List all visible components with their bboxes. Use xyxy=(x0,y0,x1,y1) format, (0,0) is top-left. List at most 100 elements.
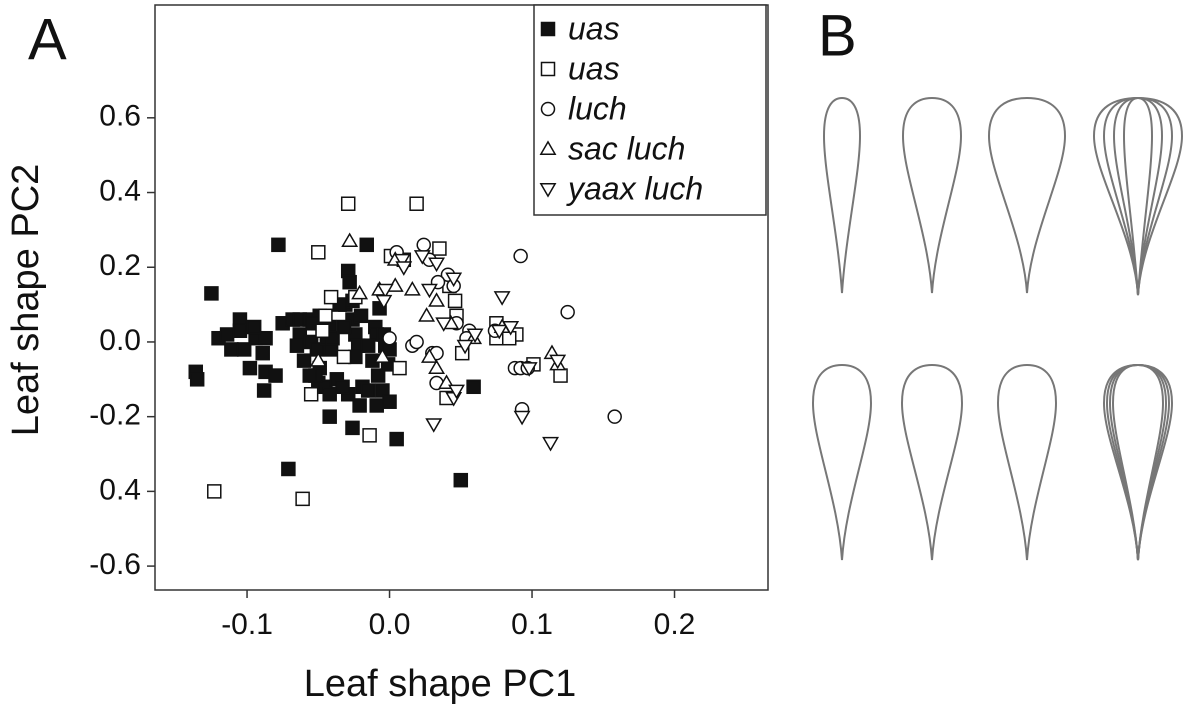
point xyxy=(370,368,386,383)
legend-marker xyxy=(540,101,556,117)
point xyxy=(513,248,528,264)
point xyxy=(445,272,463,288)
point xyxy=(435,317,453,332)
point xyxy=(336,349,352,365)
legend-marker xyxy=(540,61,556,77)
point xyxy=(315,323,330,338)
point xyxy=(322,409,337,424)
point xyxy=(271,237,286,253)
point xyxy=(418,307,436,322)
point xyxy=(336,319,352,335)
point xyxy=(553,368,568,383)
y-tick-label: 0.2 xyxy=(99,249,141,282)
point xyxy=(204,286,219,301)
point xyxy=(375,294,393,310)
point xyxy=(302,368,317,383)
leaf-overlay xyxy=(1092,96,1184,296)
leaf-outline xyxy=(987,96,1067,294)
point xyxy=(403,281,421,296)
legend-marker xyxy=(539,183,557,198)
point xyxy=(502,321,520,336)
point xyxy=(323,289,339,305)
x-tick-label: 0.1 xyxy=(511,608,553,641)
point xyxy=(242,360,258,376)
point xyxy=(420,283,438,299)
point xyxy=(369,398,384,413)
point xyxy=(255,345,270,361)
legend-marker xyxy=(539,140,557,155)
point xyxy=(232,323,248,338)
y-axis-title: Leaf shape PC2 xyxy=(5,164,47,437)
point xyxy=(335,379,350,395)
point xyxy=(352,398,367,413)
point xyxy=(295,491,310,507)
point xyxy=(490,324,508,340)
point xyxy=(409,334,424,350)
point xyxy=(376,283,394,299)
point xyxy=(341,232,359,248)
point xyxy=(607,409,622,424)
panel-label: B xyxy=(818,3,857,68)
legend-box xyxy=(533,4,767,216)
x-tick-label: 0.0 xyxy=(369,608,411,641)
point xyxy=(549,354,567,370)
leaf-outline xyxy=(900,363,964,561)
y-tick-label: -0.2 xyxy=(89,399,141,432)
y-tick-label: 0.4 xyxy=(99,174,141,207)
point xyxy=(219,327,235,342)
point xyxy=(393,253,411,269)
point xyxy=(420,348,438,363)
x-axis-title: Leaf shape PC1 xyxy=(304,663,577,705)
point xyxy=(382,394,397,409)
point xyxy=(360,338,376,353)
point xyxy=(520,362,538,377)
point xyxy=(360,383,376,398)
y-tick-label: 0.0 xyxy=(99,324,141,357)
point xyxy=(456,339,474,355)
point xyxy=(466,379,481,395)
point xyxy=(353,308,369,324)
point xyxy=(342,274,357,290)
leaf-outline xyxy=(996,363,1058,561)
point xyxy=(189,372,205,387)
y-tick-label: 0.4 xyxy=(99,473,141,506)
point xyxy=(513,410,531,426)
leaf-overlay xyxy=(1102,363,1174,561)
point xyxy=(493,291,511,306)
leaf-outline xyxy=(811,363,873,561)
point xyxy=(207,484,222,499)
point xyxy=(373,348,391,363)
point xyxy=(311,245,326,260)
legend-label: yaax luch xyxy=(566,170,703,206)
x-tick-label: 0.2 xyxy=(654,608,696,641)
point xyxy=(428,359,446,375)
point xyxy=(389,431,404,447)
leaf-overlay xyxy=(1122,96,1154,296)
point xyxy=(416,237,431,253)
leaf-outlines xyxy=(811,96,1184,561)
y-tick-label: 0.6 xyxy=(99,100,141,133)
point xyxy=(224,342,239,357)
legend-label: sac luch xyxy=(568,130,685,166)
point xyxy=(296,353,312,368)
point xyxy=(258,330,273,346)
point xyxy=(351,284,369,300)
point xyxy=(289,338,305,353)
legend-label: uas xyxy=(568,10,620,46)
point xyxy=(382,330,397,346)
legend-marker xyxy=(540,21,556,37)
point xyxy=(246,319,262,335)
point xyxy=(428,292,446,307)
point xyxy=(432,241,447,256)
point xyxy=(303,387,319,402)
y-tick-label: -0.6 xyxy=(89,548,141,581)
point xyxy=(428,257,446,273)
point xyxy=(447,293,463,309)
legend-label: uas xyxy=(568,50,620,86)
point xyxy=(453,472,469,488)
x-tick-label: -0.1 xyxy=(221,608,273,641)
point xyxy=(281,461,296,477)
point xyxy=(236,342,252,357)
panel-label: A xyxy=(28,7,67,72)
